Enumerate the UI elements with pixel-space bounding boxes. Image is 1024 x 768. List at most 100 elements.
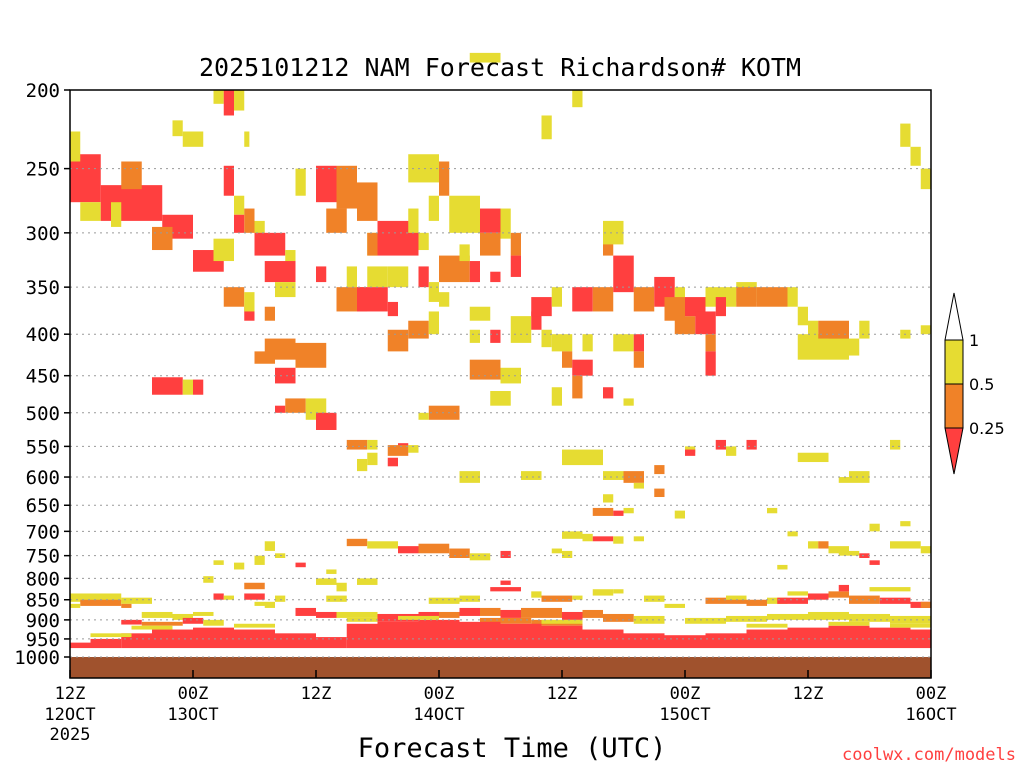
y-tick-label-550: 550 [26, 436, 60, 458]
heatmap-cell-240 [869, 560, 880, 565]
heatmap-cell-115 [705, 351, 716, 376]
heatmap-cell-81 [490, 271, 501, 283]
heatmap-cell-16 [223, 165, 234, 196]
heatmap-cell-127 [900, 123, 911, 147]
y-tick-label-900: 900 [26, 610, 60, 632]
heatmap-cell-228 [849, 595, 880, 604]
heatmap-cell-289 [275, 633, 316, 649]
heatmap-cell-235 [808, 541, 819, 549]
heatmap-cell-82 [490, 329, 501, 343]
heatmap-cell-149 [459, 471, 480, 483]
heatmap-cell-172 [797, 452, 808, 463]
heatmap-cell-41 [316, 165, 337, 203]
heatmap-cell-284 [90, 638, 122, 649]
legend-arrow-top [944, 292, 964, 341]
heatmap-cell-303 [828, 625, 870, 649]
heatmap-cell-92 [572, 375, 583, 399]
heatmap-cell-102 [582, 334, 593, 352]
heatmap-cell-72 [480, 232, 501, 256]
heatmap-cell-39 [193, 379, 204, 395]
heatmap-cell-189 [234, 562, 245, 570]
heatmap-cell-78 [490, 391, 511, 406]
heatmap-cell-211 [500, 580, 511, 585]
heatmap-cell-181 [398, 546, 419, 554]
heatmap-cell-9 [213, 238, 234, 262]
heatmap-cell-167 [726, 446, 737, 456]
heatmap-cell-109 [695, 311, 716, 335]
heatmap-cell-76 [469, 359, 501, 380]
heatmap-cell-86 [541, 329, 552, 348]
heatmap-cell-225 [828, 591, 849, 598]
heatmap-cell-120 [797, 306, 808, 326]
heatmap-cell-231 [920, 601, 931, 608]
heatmap-cell-118 [756, 287, 788, 307]
heatmap-cell-27 [244, 292, 255, 312]
heatmap-cell-312 [541, 619, 583, 624]
heatmap-cell-183 [449, 548, 470, 558]
heatmap-cell-158 [623, 507, 634, 514]
heatmap-cell-23 [264, 261, 296, 283]
y-tick-label-800: 800 [26, 568, 60, 590]
heatmap-cell-36 [316, 412, 337, 430]
heatmap-cell-47 [316, 266, 327, 283]
heatmap-cell-139 [541, 115, 552, 140]
heatmap-cell-33 [275, 405, 286, 413]
heatmap-cell-310 [346, 617, 378, 622]
y-tick-label-300: 300 [26, 223, 60, 245]
heatmap-cell-43 [326, 208, 347, 233]
heatmap-cell-95 [592, 287, 614, 312]
heatmap-cell-182 [418, 543, 450, 554]
heatmap-cell-142 [367, 439, 378, 450]
heatmap-cell-7 [152, 226, 173, 251]
heatmap-cell-77 [500, 367, 521, 384]
heatmap-cell-138 [572, 90, 583, 108]
heatmap-cell-297 [582, 629, 624, 649]
heatmap-cell-148 [387, 457, 398, 467]
x-tick-date-1: 13OCT [167, 705, 218, 725]
heatmap-cell-105 [633, 287, 655, 312]
x-tick-time-7: 00Z [916, 684, 947, 704]
heatmap-cell-257 [141, 621, 183, 626]
heatmap-cell-174 [838, 477, 849, 483]
heatmap-cell-168 [746, 439, 757, 450]
heatmap-cell-272 [603, 613, 634, 622]
heatmap-cell-222 [726, 595, 747, 600]
heatmap-cell-157 [613, 510, 624, 516]
heatmap-cell-226 [787, 591, 808, 596]
heatmap-cell-214 [572, 595, 583, 600]
heatmap-cell-295 [500, 623, 542, 649]
heatmap-cell-150 [521, 471, 542, 480]
heatmap-cell-30 [295, 342, 327, 368]
heatmap-cell-54 [408, 208, 419, 233]
heatmap-cell-269 [521, 607, 562, 618]
heatmap-cell-154 [633, 482, 644, 489]
heatmap-cell-259 [203, 619, 224, 626]
heatmap-cell-62 [428, 195, 439, 221]
heatmap-cell-153 [623, 471, 644, 483]
heatmap-cell-67 [469, 261, 480, 283]
heatmap-cell-22 [285, 250, 296, 267]
heatmap-cell-223 [777, 597, 808, 604]
heatmap-cell-52 [387, 301, 398, 317]
heatmap-cell-70 [449, 195, 480, 233]
y-tick-label-200: 200 [26, 80, 60, 102]
heatmap-cell-309 [234, 623, 275, 628]
heatmap-cell-241 [890, 541, 921, 549]
heatmap-cell-175 [849, 471, 870, 483]
heatmap-cell-114 [705, 334, 716, 352]
heatmap-cell-57 [387, 329, 409, 352]
heatmap-cell-239 [859, 553, 870, 558]
heatmap-cell-278 [767, 613, 808, 620]
heatmap-cell-300 [705, 633, 747, 649]
heatmap-cell-96 [613, 255, 634, 293]
heatmap-cell-58 [408, 320, 429, 339]
heatmap-cell-184 [469, 553, 491, 561]
heatmap-cell-187 [562, 550, 573, 558]
heatmap-cell-91 [572, 359, 593, 376]
heatmap-cell-21 [254, 232, 286, 256]
heatmap-cell-119 [787, 287, 798, 307]
heatmap-cell-277 [726, 615, 767, 622]
heatmap-cell-10 [182, 131, 204, 147]
